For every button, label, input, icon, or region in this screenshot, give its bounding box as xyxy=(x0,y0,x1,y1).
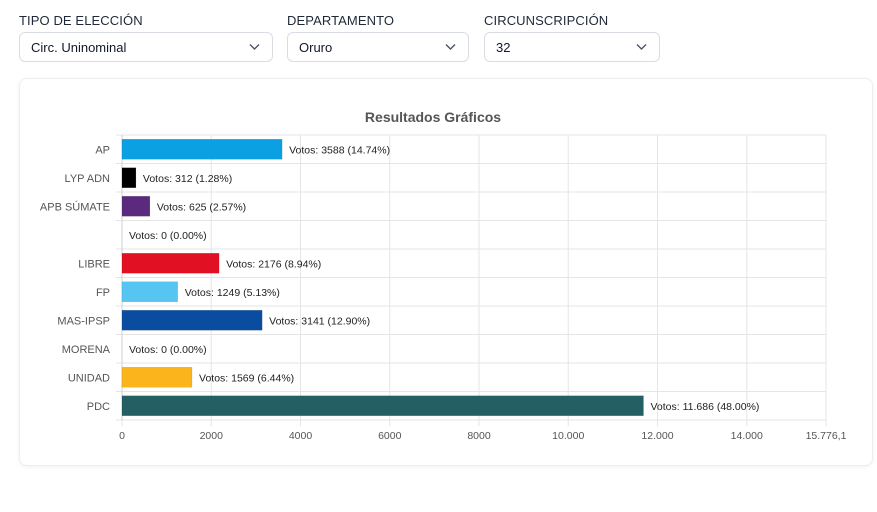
bar-value-label: Votos: 312 (1.28%) xyxy=(143,173,232,185)
bar[interactable] xyxy=(121,281,178,302)
x-tick-label: 6000 xyxy=(378,430,402,442)
category-label: AP xyxy=(95,144,110,156)
x-tick-label: 12.000 xyxy=(641,430,673,442)
category-label: FP xyxy=(96,287,110,299)
x-tick-label: 15.776,1 xyxy=(806,430,847,442)
bar[interactable] xyxy=(121,196,151,217)
bar-value-label: Votos: 3141 (12.90%) xyxy=(269,315,370,327)
bar[interactable] xyxy=(121,395,644,416)
circunscripcion-select[interactable]: 32 xyxy=(484,32,660,62)
filters-bar: TIPO DE ELECCIÓN Circ. Uninominal DEPART… xyxy=(19,12,877,68)
category-label: MAS-IPSP xyxy=(57,315,110,327)
category-label: PDC xyxy=(87,401,110,413)
filter-tipo-eleccion: TIPO DE ELECCIÓN Circ. Uninominal xyxy=(19,12,273,62)
departamento-select[interactable]: Oruro xyxy=(287,32,469,62)
circunscripcion-value: 32 xyxy=(496,40,511,55)
bar-value-label: Votos: 11.686 (48.00%) xyxy=(650,401,759,413)
x-tick-label: 10.000 xyxy=(552,430,584,442)
departamento-value: Oruro xyxy=(299,40,333,55)
bar[interactable] xyxy=(121,139,283,160)
chart-bars xyxy=(121,139,644,416)
filter-tipo-label: TIPO DE ELECCIÓN xyxy=(19,13,143,28)
bar[interactable] xyxy=(121,167,137,188)
bar-value-label: Votos: 1249 (5.13%) xyxy=(185,287,280,299)
x-tick-label: 0 xyxy=(119,430,125,442)
bar-value-label: Votos: 3588 (14.74%) xyxy=(289,144,390,156)
filter-departamento: DEPARTAMENTO Oruro xyxy=(287,12,469,62)
chevron-down-icon xyxy=(636,44,647,50)
results-bar-chart: Resultados Gráficos AP LYP ADN APB SÚMATE L… xyxy=(40,109,847,442)
category-label: UNIDAD xyxy=(68,372,110,384)
filter-circunscripcion: CIRCUNSCRIPCIÓN 32 xyxy=(484,12,660,62)
bar-value-label: Votos: 2176 (8.94%) xyxy=(226,258,321,270)
chart-grid xyxy=(116,134,827,426)
x-axis-ticks: 0 2000 4000 6000 8000 10.000 12.000 14.000 15.77… xyxy=(119,430,847,442)
x-tick-label: 2000 xyxy=(200,430,224,442)
data-labels: Votos: 3588 (14.74%) Votos: 312 (1.28%) Vo… xyxy=(129,144,759,413)
chevron-down-icon xyxy=(249,44,260,50)
x-tick-label: 14.000 xyxy=(731,430,763,442)
category-label: APB SÚMATE xyxy=(40,200,110,213)
bar-value-label: Votos: 625 (2.57%) xyxy=(157,201,246,213)
x-tick-label: 4000 xyxy=(289,430,313,442)
chevron-down-icon xyxy=(445,44,456,50)
category-label: LIBRE xyxy=(78,258,110,270)
chart-title: Resultados Gráficos xyxy=(365,109,501,125)
bar[interactable] xyxy=(121,310,263,331)
bar[interactable] xyxy=(121,253,220,274)
tipo-eleccion-select[interactable]: Circ. Uninominal xyxy=(19,32,273,62)
bar-value-label: Votos: 0 (0.00%) xyxy=(129,344,207,356)
filter-circunscripcion-label: CIRCUNSCRIPCIÓN xyxy=(484,13,609,28)
filter-departamento-label: DEPARTAMENTO xyxy=(287,13,395,28)
x-tick-label: 8000 xyxy=(467,430,491,442)
category-labels: AP LYP ADN APB SÚMATE LIBRE FP MAS-IPSP MORENA… xyxy=(40,144,111,413)
tipo-eleccion-value: Circ. Uninominal xyxy=(31,40,127,55)
bar-value-label: Votos: 1569 (6.44%) xyxy=(199,372,294,384)
bar-value-label: Votos: 0 (0.00%) xyxy=(129,230,207,242)
category-label: MORENA xyxy=(62,344,111,356)
category-label: LYP ADN xyxy=(65,173,111,185)
results-chart-card: Resultados Gráficos AP LYP ADN APB SÚMATE L… xyxy=(19,78,873,466)
bar[interactable] xyxy=(121,367,193,388)
